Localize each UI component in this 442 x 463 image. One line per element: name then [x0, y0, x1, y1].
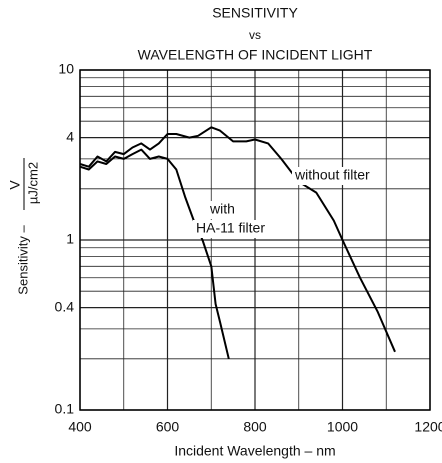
x-tick-label: 600 [156, 419, 180, 435]
x-tick-label: 400 [68, 419, 92, 435]
annotation: with [209, 201, 235, 217]
y-axis-label-denominator: µJ/cm2 [25, 162, 40, 204]
x-tick-label: 800 [243, 419, 267, 435]
annotation-bg [207, 201, 238, 219]
annotation: without filter [294, 167, 370, 183]
y-tick-label: 1 [66, 231, 74, 247]
line-series [79, 126, 396, 353]
y-axis-label: Sensitivity – V µJ/cm2 [7, 158, 40, 295]
line-series [79, 148, 230, 360]
plot-frame [79, 69, 431, 411]
annotation-bg [193, 220, 268, 238]
y-axis-label-numerator: V [7, 180, 23, 190]
chart-title: vs [249, 28, 261, 42]
x-tick-label: 1000 [327, 419, 358, 435]
chart-title: WAVELENGTH OF INCIDENT LIGHT [138, 47, 373, 63]
y-tick-label: 4 [66, 128, 74, 144]
y-tick-label: 0.4 [55, 298, 75, 314]
x-tick-label: 1200 [414, 419, 442, 435]
annotation: HA-11 filter [196, 220, 265, 236]
chart-title: SENSITIVITY [212, 5, 298, 21]
x-axis-label: Incident Wavelength – nm [174, 443, 335, 459]
y-axis-label-text: Sensitivity – [15, 225, 30, 295]
annotation-bg [292, 167, 373, 185]
y-tick-label: 10 [58, 61, 74, 77]
y-tick-label: 0.1 [55, 401, 75, 417]
